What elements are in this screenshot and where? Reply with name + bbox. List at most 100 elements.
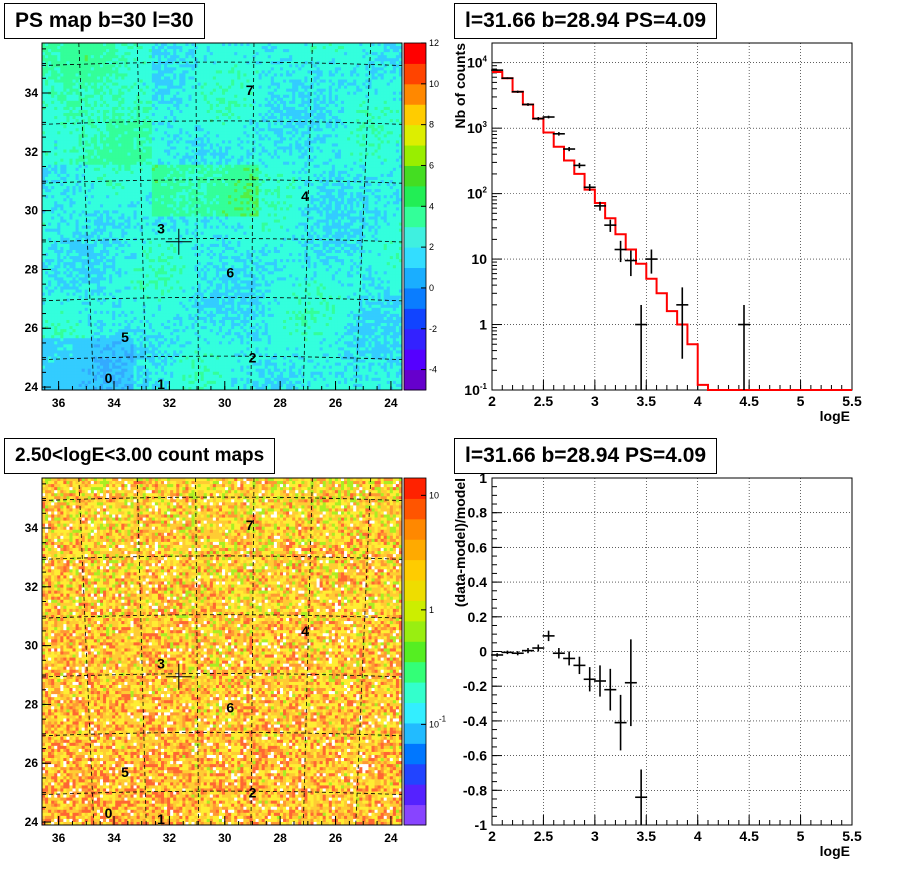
y-tick-label: -0.8 — [463, 782, 487, 798]
longitude-line — [136, 477, 147, 826]
x-tick-label: 24 — [384, 831, 398, 845]
longitude-line — [78, 42, 95, 391]
map-grid — [41, 477, 403, 826]
colorbar-tick-label: 10 — [429, 490, 439, 500]
colorbar-segment — [404, 349, 426, 371]
source-label: 6 — [226, 699, 234, 715]
residual-chart: 2 2.5 3 3.5 4 4.5 5 5.5 -1 -0.8 -0.6 -0.4 -0.2 0 0.2 0.… — [452, 470, 862, 859]
x-tick-label: 34 — [107, 396, 121, 410]
heatmap-cells — [42, 478, 403, 826]
x-tick-label: 26 — [329, 831, 343, 845]
x-tick-label: 30 — [218, 396, 232, 410]
y-tick-label: 30 — [25, 204, 39, 218]
y-tick-label: 103 — [467, 120, 488, 136]
colorbar-segment — [404, 267, 426, 289]
longitude-line — [195, 477, 199, 826]
colorbar-segment — [404, 165, 426, 187]
x-tick-label: 36 — [52, 831, 66, 845]
colorbar-segment — [404, 328, 426, 350]
source-label: 1 — [157, 376, 165, 392]
colorbar-segment — [404, 784, 426, 806]
x-tick-label: 2.5 — [534, 393, 554, 409]
colorbar-segment — [404, 145, 426, 166]
colorbar-segment — [404, 580, 426, 601]
plot-grid — [491, 477, 853, 826]
x-tick-label: 2 — [488, 828, 496, 844]
source-label: 4 — [301, 188, 309, 204]
colorbar-tick-label: -4 — [429, 365, 437, 375]
source-label: 0 — [105, 370, 113, 386]
colorbar-segment — [404, 743, 426, 765]
x-tick-label: 2 — [488, 393, 496, 409]
x-tick-label: 5.5 — [842, 828, 862, 844]
y-tick-label: 32 — [25, 580, 39, 594]
source-label: 5 — [121, 764, 129, 780]
x-tick-label: 2.5 — [534, 828, 554, 844]
y-tick-label: 0.8 — [468, 505, 488, 521]
longitude-line — [136, 42, 147, 391]
y-tick-label: 0.2 — [468, 609, 488, 625]
colorbar-tick-label: 4 — [429, 201, 434, 211]
x-tick-label: 34 — [107, 831, 121, 845]
colorbar-segment — [404, 226, 426, 248]
colorbar-segment — [404, 620, 426, 642]
x-tick-label: 28 — [273, 396, 287, 410]
x-tick-label: 32 — [163, 831, 177, 845]
colorbar-segment — [404, 83, 426, 105]
x-tick-label: 4 — [694, 828, 702, 844]
x-tick-label: 28 — [273, 831, 287, 845]
bottom-right-title: l=31.66 b=28.94 PS=4.09 — [454, 438, 718, 474]
colorbar-segment — [404, 247, 426, 269]
model-line — [492, 71, 852, 391]
source-label: 4 — [301, 623, 309, 639]
colorbar-segment — [404, 702, 426, 724]
colorbar-segment — [404, 104, 426, 126]
plot-frame — [41, 42, 403, 391]
colorbar-segment — [404, 124, 426, 146]
longitude-line — [302, 42, 313, 391]
y-tick-label: 0 — [479, 644, 487, 660]
y-tick-label: 26 — [25, 321, 39, 335]
colorbar-frame — [403, 477, 427, 826]
map-grid — [41, 42, 403, 391]
source-label: 1 — [157, 811, 165, 827]
y-tick-label: 34 — [25, 521, 39, 535]
colorbar-segment — [404, 369, 426, 391]
x-tick-label: 3 — [591, 393, 599, 409]
colorbar-segment — [404, 661, 426, 683]
x-tick-label: 24 — [384, 396, 398, 410]
y-tick-label: 10-1 — [464, 382, 487, 398]
source-label: 2 — [249, 350, 257, 366]
y-tick-label: 26 — [25, 756, 39, 770]
colorbar-tick-label: 10-1 — [429, 714, 447, 729]
plot-frame — [41, 477, 403, 826]
y-tick-label: 34 — [25, 86, 39, 100]
colorbar-segment — [404, 287, 426, 309]
source-label: 3 — [157, 655, 165, 671]
y-tick-label: 32 — [25, 145, 39, 159]
x-tick-label: 3.5 — [637, 393, 657, 409]
colorbar-tick-label: 6 — [429, 160, 434, 170]
longitude-line — [355, 42, 372, 391]
y-tick-label: -1 — [475, 817, 488, 833]
y-tick-label: 28 — [25, 697, 39, 711]
heatmap-cells — [42, 43, 403, 391]
plot-frame — [491, 42, 853, 391]
longitude-line — [302, 477, 313, 826]
colorbar-segment — [404, 63, 426, 85]
top-right-title: l=31.66 b=28.94 PS=4.09 — [454, 3, 718, 39]
colorbar-segment — [404, 308, 426, 330]
x-axis-label: logE — [820, 408, 850, 424]
longitude-line — [78, 477, 95, 826]
source-label: 5 — [121, 329, 129, 345]
x-tick-label: 32 — [163, 396, 177, 410]
bottom-left-title: 2.50<logE<3.00 count maps — [4, 438, 276, 474]
y-axis-label: Nb of counts — [452, 43, 468, 129]
x-tick-label: 4.5 — [739, 828, 759, 844]
colorbar-segment — [404, 185, 426, 207]
x-tick-label: 26 — [329, 396, 343, 410]
colorbar-segment — [404, 478, 426, 499]
